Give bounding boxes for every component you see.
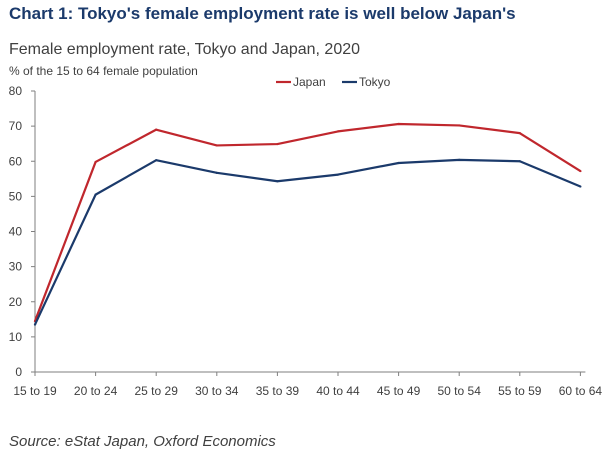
y-tick-label: 10 [9, 330, 23, 344]
x-tick-label: 55 to 59 [498, 384, 542, 398]
data-point-japan [397, 122, 400, 126]
x-tick-label: 50 to 54 [438, 384, 482, 398]
x-tick-label: 25 to 29 [135, 384, 179, 398]
chart-subtitle: Female employment rate, Tokyo and Japan,… [9, 41, 361, 58]
series-line-tokyo [34, 158, 581, 326]
data-point-tokyo [276, 180, 279, 183]
y-tick-label: 40 [9, 225, 23, 239]
line-chart: Japan Tokyo 0 10 20 30 40 50 60 70 80 15 to 19 20 … [9, 75, 603, 398]
data-point-tokyo [579, 185, 582, 188]
data-point-japan [276, 142, 279, 146]
series-line-japan [33, 122, 581, 322]
data-point-tokyo [458, 158, 461, 161]
legend: Japan Tokyo [276, 75, 391, 89]
data-point-tokyo [94, 193, 97, 196]
y-tick-label: 0 [15, 365, 22, 379]
legend-label-japan: Japan [293, 75, 326, 89]
x-tick-label: 35 to 39 [256, 384, 300, 398]
x-tick-label: 20 to 24 [74, 384, 118, 398]
data-point-tokyo [397, 161, 400, 165]
data-point-japan [458, 124, 461, 127]
data-point-japan [336, 130, 340, 133]
y-axis-unit-label: % of the 15 to 64 female population [9, 64, 198, 78]
series-layer [33, 122, 582, 326]
legend-label-tokyo: Tokyo [359, 75, 391, 89]
x-tick-label: 30 to 34 [195, 384, 239, 398]
chart-title: Chart 1: Tokyo's female employment rate … [9, 4, 516, 23]
data-point-japan [155, 128, 158, 131]
y-axis: 0 10 20 30 40 50 60 70 80 [9, 84, 36, 379]
x-axis: 15 to 19 20 to 24 25 to 29 30 to 34 35 to 39… [13, 371, 603, 398]
x-tick-label: 45 to 49 [377, 384, 421, 398]
data-point-tokyo [215, 171, 218, 174]
y-tick-label: 80 [9, 84, 23, 98]
data-point-japan [518, 132, 521, 135]
y-tick-label: 20 [9, 295, 23, 309]
data-point-tokyo [336, 173, 340, 176]
data-point-tokyo [155, 159, 158, 162]
x-tick-label: 40 to 44 [316, 384, 360, 398]
y-tick-label: 30 [9, 260, 23, 274]
data-point-japan [579, 169, 582, 173]
y-tick-label: 70 [9, 119, 23, 133]
y-tick-label: 60 [9, 154, 23, 168]
data-point-tokyo [33, 323, 37, 326]
x-tick-label: 60 to 64 [559, 384, 603, 398]
x-tick-label: 15 to 19 [13, 384, 57, 398]
data-point-tokyo [518, 160, 521, 163]
source-note: Source: eStat Japan, Oxford Economics [9, 433, 276, 450]
data-point-japan [215, 144, 218, 147]
data-point-japan [94, 160, 97, 164]
y-tick-label: 50 [9, 189, 23, 203]
